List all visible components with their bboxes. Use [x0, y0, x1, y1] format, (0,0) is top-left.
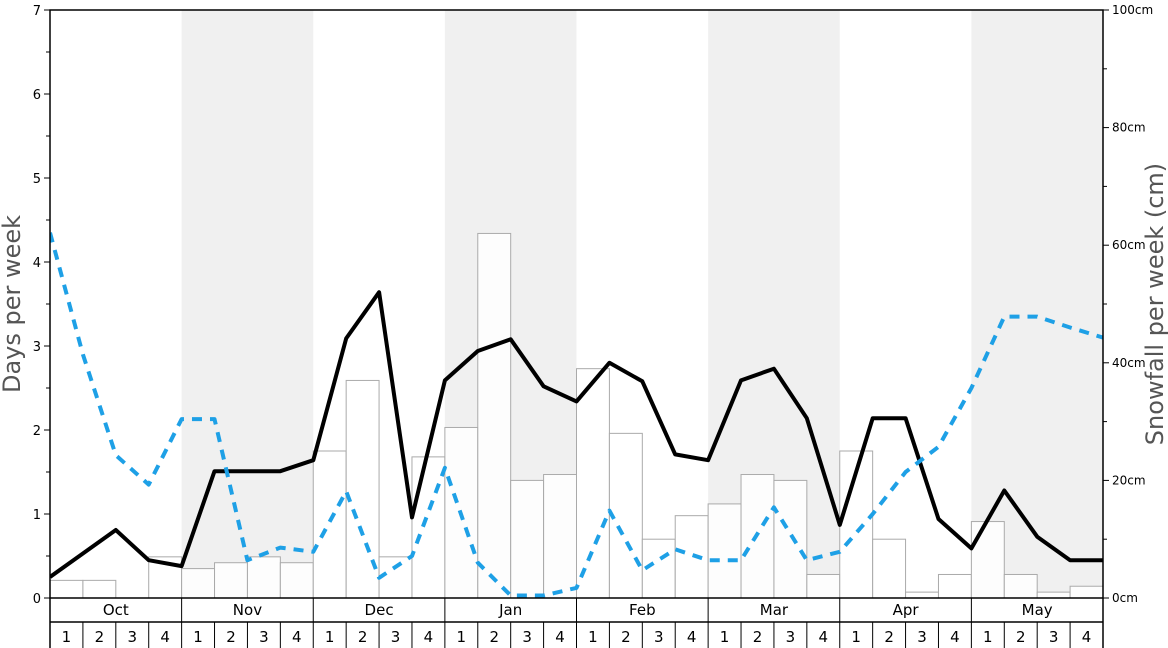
y-right-tick-label: 40cm [1112, 356, 1146, 370]
series-lines [50, 232, 1103, 598]
y-left-tick-label: 0 [33, 592, 41, 607]
snowfall-bar [82, 579, 117, 599]
week-label: 3 [259, 628, 269, 646]
month-label: Mar [760, 601, 789, 619]
snowfall-bar [214, 562, 248, 599]
snowfall-bar [608, 432, 643, 599]
snowfall-bar [806, 573, 841, 599]
y-left-tick-label: 2 [33, 424, 41, 439]
y-left-tick-label: 1 [33, 508, 41, 523]
week-label: 1 [983, 628, 993, 646]
snowfall-bar [872, 538, 907, 599]
y-right-tick-label: 20cm [1112, 473, 1146, 487]
snowfall-bar [477, 232, 512, 599]
snowfall-bar [411, 456, 446, 599]
dashed-series-line [50, 232, 1103, 598]
snowfall-bar [510, 479, 545, 599]
month-label: Nov [233, 601, 262, 619]
snowfall-bar [312, 450, 347, 599]
week-label: 3 [522, 628, 532, 646]
y-left-tick-label: 6 [33, 88, 41, 103]
week-label: 1 [62, 628, 72, 646]
week-label: 3 [391, 628, 401, 646]
y-right-tick-label: 100cm [1112, 3, 1153, 17]
week-label: 4 [424, 628, 434, 646]
week-label: 1 [193, 628, 203, 646]
month-label: Feb [629, 601, 656, 619]
week-label: 4 [1082, 628, 1092, 646]
month-label: May [1022, 601, 1053, 619]
week-label: 3 [654, 628, 664, 646]
week-label: 1 [325, 628, 335, 646]
week-label: 3 [917, 628, 927, 646]
y-right-tick-label: 60cm [1112, 238, 1146, 252]
week-label: 2 [1016, 628, 1026, 646]
week-label: 2 [884, 628, 894, 646]
week-label: 1 [588, 628, 598, 646]
snowfall-bar [905, 591, 939, 599]
axis-labels: Days per week Snowfall per week (cm) [0, 163, 1168, 445]
month-shade-may [971, 10, 1103, 598]
week-label: 3 [786, 628, 796, 646]
month-label: Oct [103, 601, 129, 619]
week-label: 1 [720, 628, 730, 646]
y-left-tick-label: 7 [33, 4, 41, 19]
snowfall-bar [543, 474, 577, 599]
y-left-tick-label: 5 [33, 172, 41, 187]
week-label: 4 [687, 628, 697, 646]
week-label: 2 [358, 628, 368, 646]
snowfall-bar [773, 479, 808, 599]
week-label: 3 [1049, 628, 1059, 646]
snowfall-bar [1003, 573, 1038, 599]
week-label: 2 [226, 628, 236, 646]
week-label: 2 [95, 628, 105, 646]
week-label: 4 [819, 628, 829, 646]
y-right-tick-label: 0cm [1112, 591, 1138, 605]
snowfall-bar [707, 503, 742, 599]
axes: 0 1 2 3 4 5 6 7 0cm 20cm 40cm 60cm 80cm 100cm Oct 1 2 3 4 N… [33, 3, 1153, 648]
snowfall-bar [246, 556, 281, 599]
month-label: Jan [498, 601, 522, 619]
snowfall-bar [1069, 585, 1104, 599]
y-left-tick-label: 4 [33, 256, 41, 271]
snowfall-bar [674, 515, 709, 599]
week-label: 1 [457, 628, 467, 646]
y-axis-left-title: Days per week [0, 215, 26, 393]
month-label: Dec [365, 601, 394, 619]
week-label: 3 [127, 628, 137, 646]
month-label: Apr [893, 601, 920, 619]
y-axis-right-title: Snowfall per week (cm) [1141, 163, 1168, 445]
snowfall-bar [576, 368, 610, 599]
week-label: 2 [621, 628, 631, 646]
snowfall-bar [970, 521, 1005, 599]
snowfall-bar [49, 579, 84, 599]
snowfall-bar [937, 573, 972, 599]
week-label: 4 [292, 628, 302, 646]
week-label: 2 [753, 628, 763, 646]
snowfall-bar [181, 568, 216, 599]
week-label: 1 [851, 628, 861, 646]
week-label: 2 [489, 628, 499, 646]
week-label: 4 [950, 628, 960, 646]
snowfall-bar [378, 556, 413, 599]
snowfall-bar [279, 562, 314, 599]
week-label: 4 [160, 628, 170, 646]
week-label: 4 [555, 628, 565, 646]
y-left-tick-label: 3 [33, 340, 41, 355]
snowfall-bar [1036, 591, 1071, 599]
y-right-tick-label: 80cm [1112, 121, 1146, 135]
